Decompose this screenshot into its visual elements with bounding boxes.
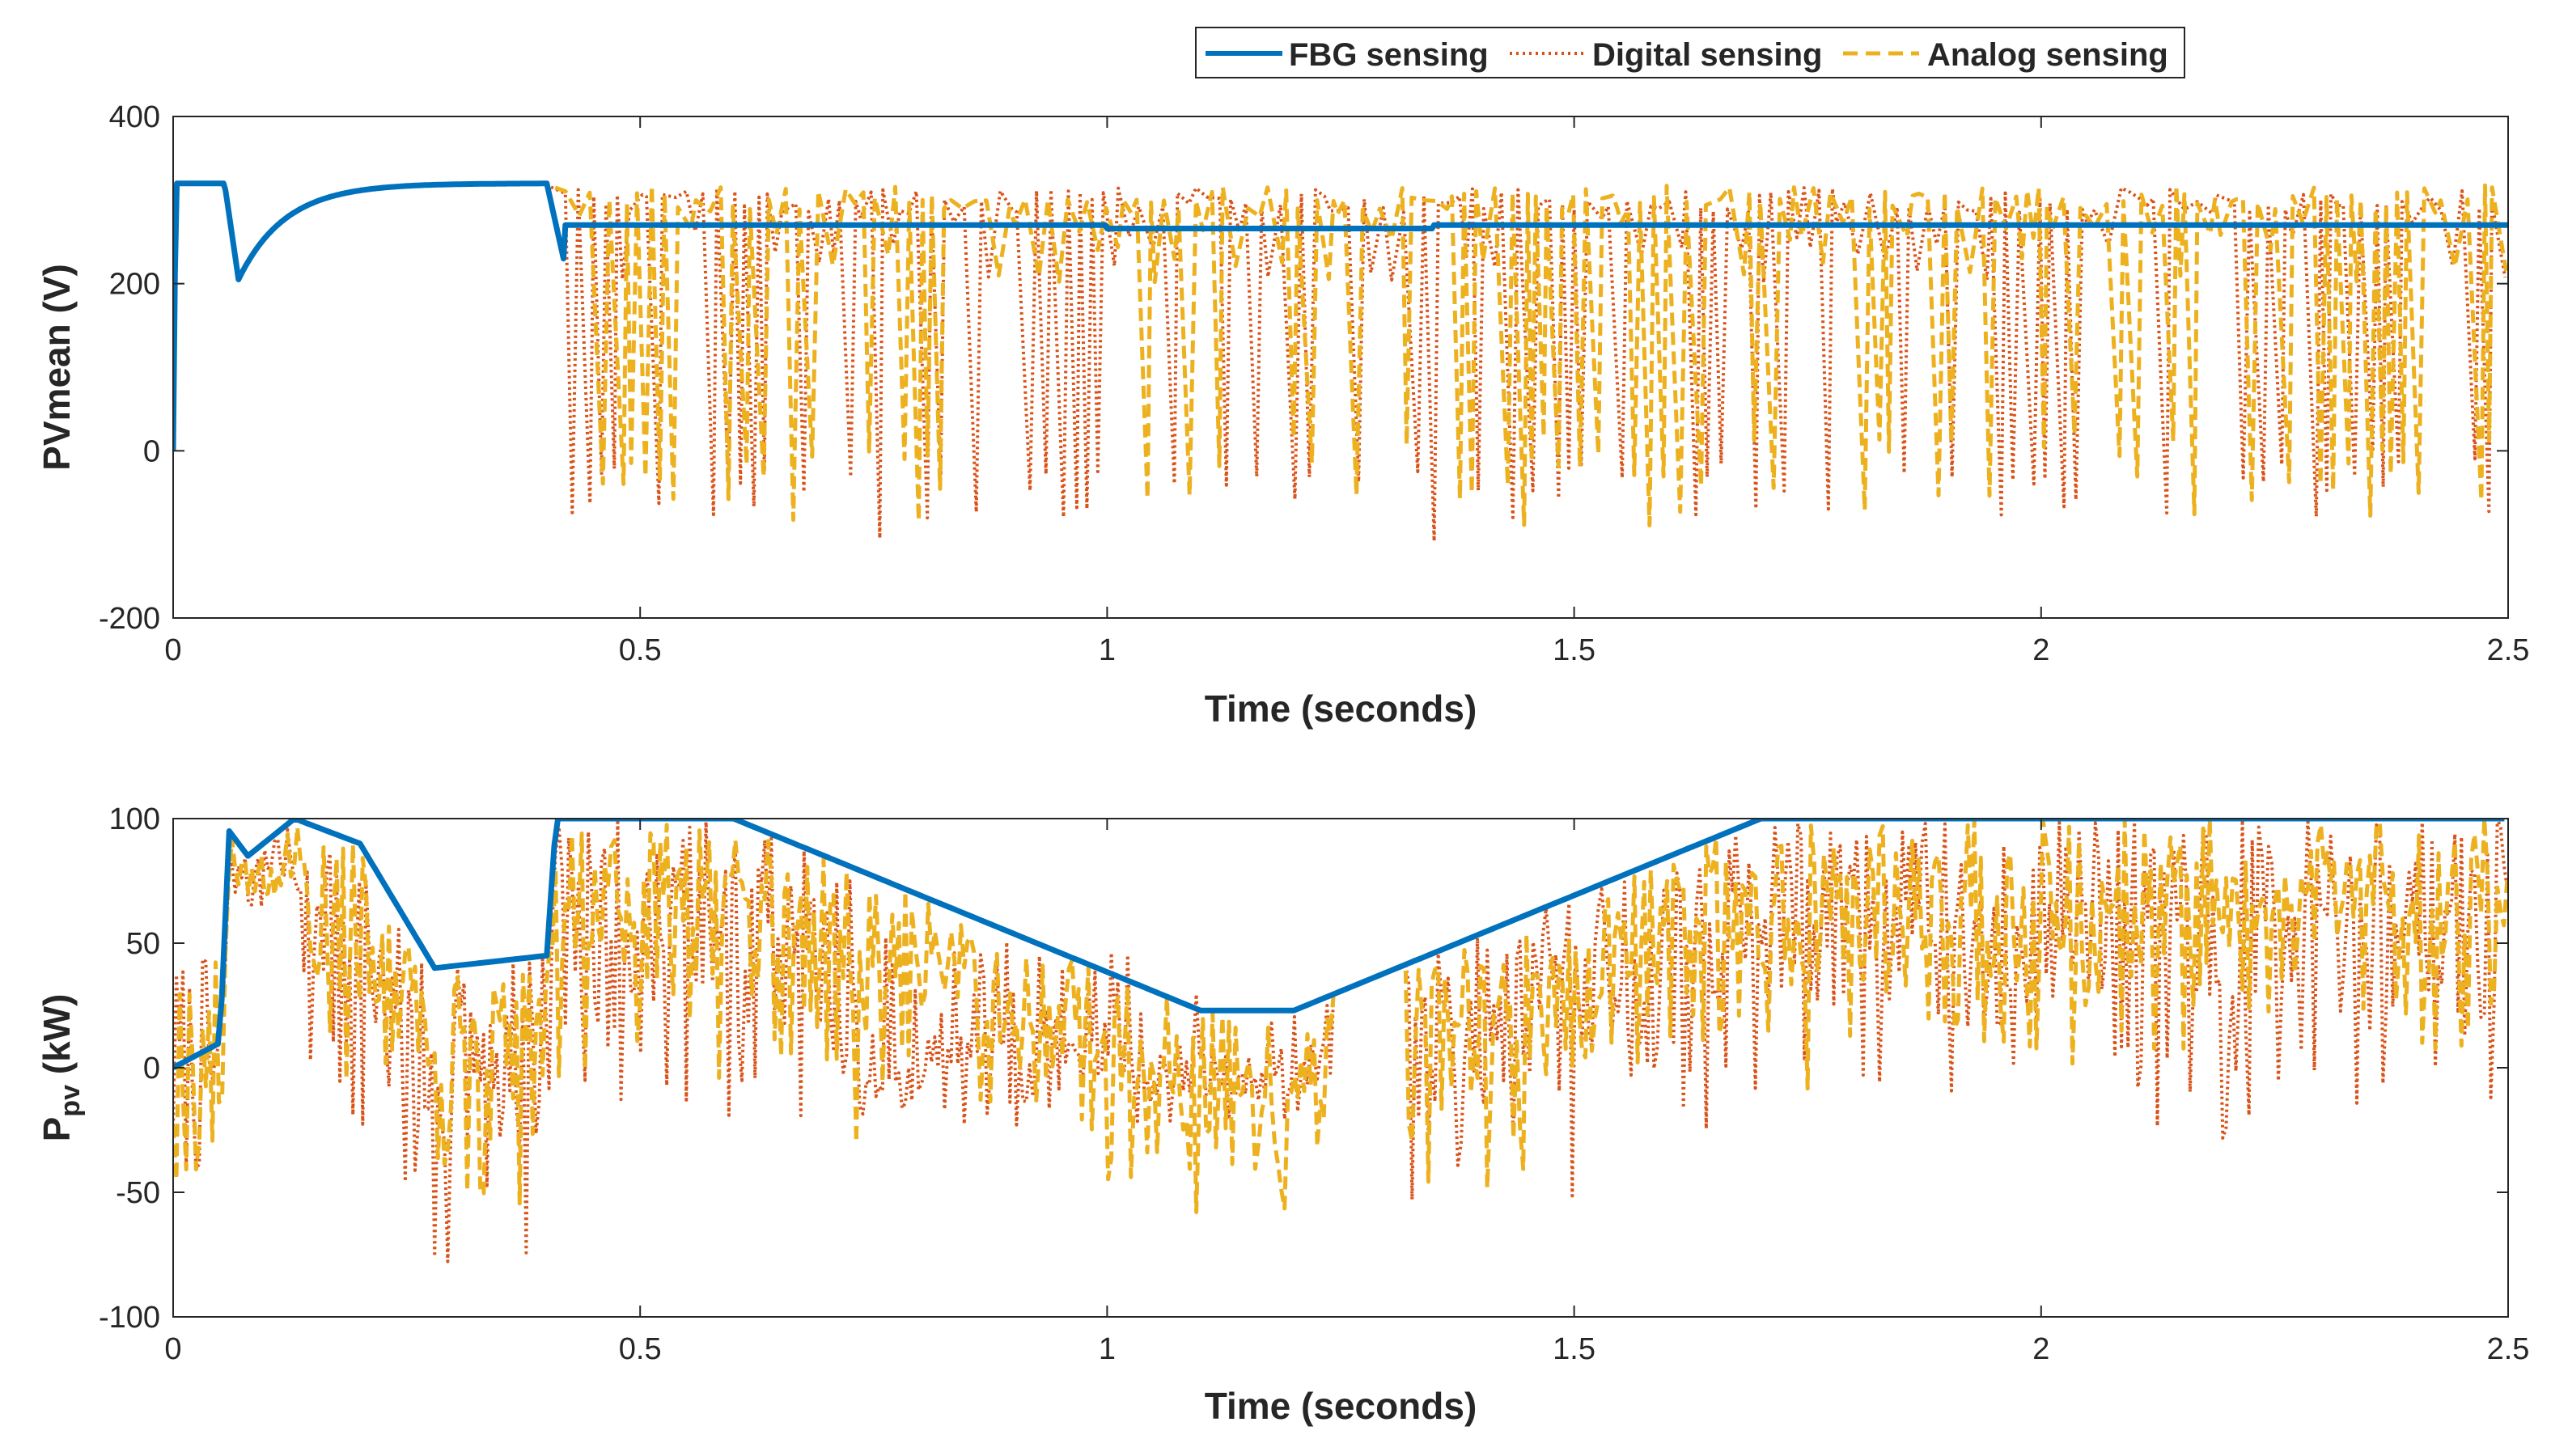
ytick-label: 200 — [109, 268, 160, 302]
top-axes-frame — [172, 116, 2509, 619]
xtick-label: 1.5 — [1553, 633, 1595, 667]
bottom-axes: 0 0.5 1 1.5 2 2.5 -100 -50 0 50 100 Time (seconds)… — [36, 802, 2529, 1427]
bottom-ylabel-main: P — [36, 1117, 78, 1142]
xtick-label: 1.5 — [1553, 1332, 1595, 1366]
ytick-label: 100 — [109, 802, 160, 836]
xtick-label: 0 — [164, 1332, 181, 1366]
ytick-label: -100 — [99, 1301, 160, 1335]
xtick-label: 1 — [1099, 633, 1116, 667]
bottom-series-group — [173, 819, 2508, 1263]
ytick-label: -200 — [99, 602, 160, 636]
bottom-ylabel-sub: pv — [55, 1085, 86, 1117]
legend-box — [1195, 27, 2185, 78]
xtick-label: 2.5 — [2487, 633, 2530, 667]
ytick-label: 50 — [126, 927, 160, 961]
ytick-label: -50 — [116, 1176, 160, 1210]
top-ylabel: PVmean (V) — [36, 264, 78, 471]
ytick-label: 0 — [143, 434, 160, 468]
xtick-label: 2.5 — [2487, 1332, 2530, 1366]
ytick-label: 0 — [143, 1052, 160, 1086]
legend-label-fbg: FBG sensing — [1289, 37, 1489, 73]
xtick-label: 2 — [2032, 633, 2049, 667]
bottom-ticks: 0 0.5 1 1.5 2 2.5 -100 -50 0 50 100 — [99, 802, 2529, 1366]
top-plot-area — [173, 116, 2508, 618]
legend-label-analog: Analog sensing — [1927, 37, 2168, 73]
series-line-digital-sensing — [173, 819, 2508, 1263]
xtick-label: 1 — [1099, 1332, 1116, 1366]
bottom-ylabel-unit: (kW) — [36, 994, 78, 1085]
bottom-ylabel: Ppv (kW) — [36, 994, 86, 1142]
top-xlabel: Time (seconds) — [1205, 688, 1477, 730]
legend: FBG sensing Digital sensing Analog sensi… — [1195, 27, 2185, 78]
xtick-label: 2 — [2032, 1332, 2049, 1366]
bottom-plot-area — [173, 819, 2508, 1317]
top-series-group — [173, 180, 2508, 543]
ytick-label: 400 — [109, 100, 160, 134]
bottom-xlabel: Time (seconds) — [1205, 1385, 1477, 1427]
xtick-label: 0.5 — [619, 633, 662, 667]
xtick-label: 0.5 — [619, 1332, 662, 1366]
series-line-fbg-sensing — [173, 180, 2508, 451]
series-line-fbg-sensing — [173, 819, 2505, 1071]
legend-label-digital: Digital sensing — [1592, 37, 1823, 73]
xtick-label: 0 — [164, 633, 181, 667]
